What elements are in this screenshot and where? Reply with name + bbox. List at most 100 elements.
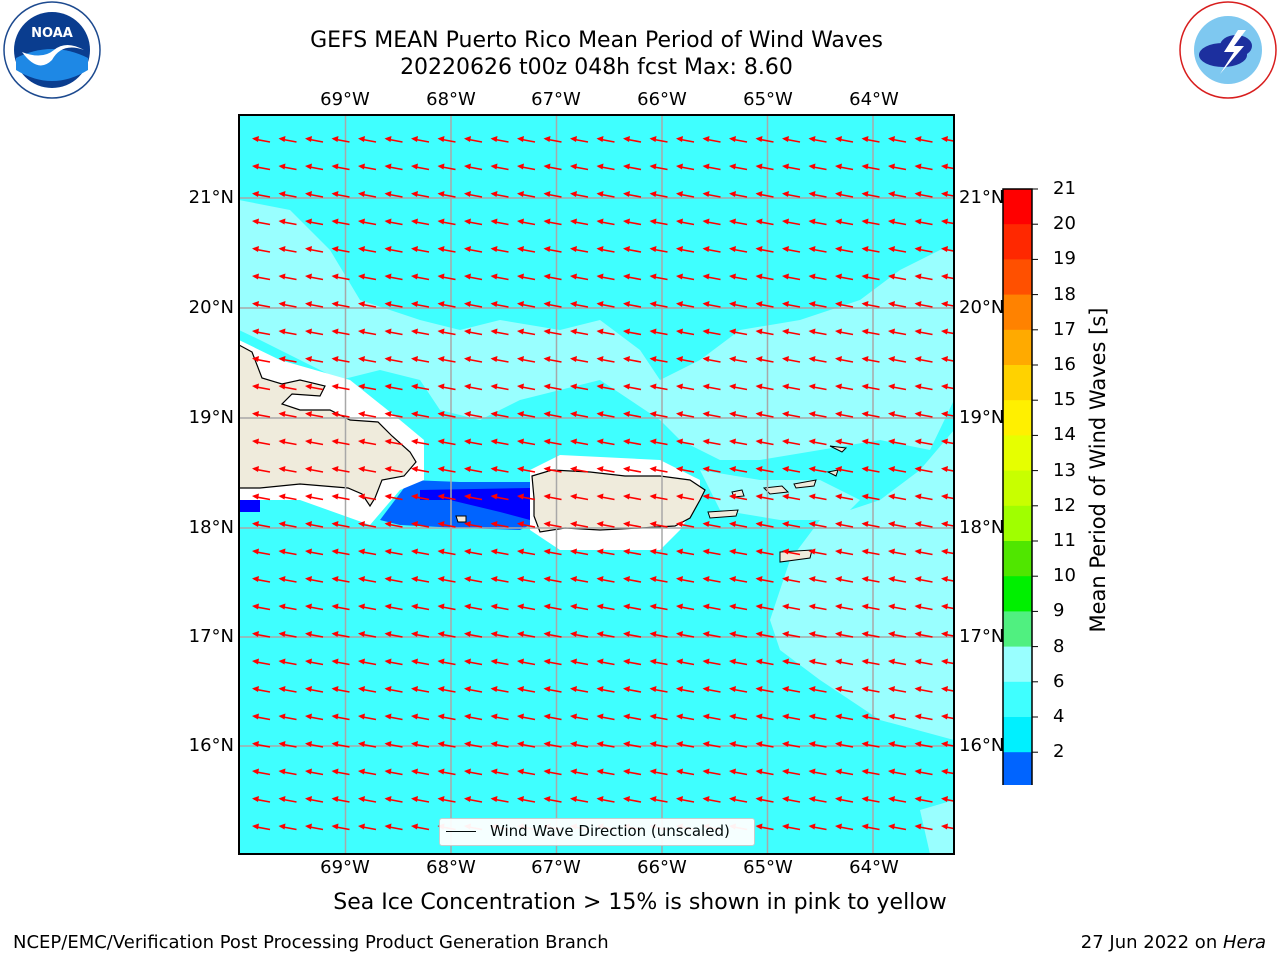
- colorbar-segment: [1003, 505, 1032, 542]
- wave-direction-arrowhead: [702, 631, 710, 637]
- lat-label-left: 20°N: [188, 297, 234, 318]
- wave-direction-arrowhead: [623, 411, 630, 417]
- wave-direction-arrowhead: [252, 438, 259, 445]
- wave-direction-arrowhead: [702, 136, 710, 142]
- wave-direction-arrowhead: [596, 191, 604, 197]
- lat-label-right: 20°N: [959, 297, 1005, 318]
- wave-direction-arrowhead: [490, 218, 498, 225]
- noaa-logo: NOAA: [3, 1, 101, 99]
- wave-direction-arrowhead: [755, 163, 763, 170]
- lon-label-bottom: 65°W: [743, 857, 793, 878]
- wave-direction-arrowhead: [888, 713, 895, 720]
- wave-direction-arrowhead: [835, 796, 842, 802]
- wave-direction-arrowhead: [941, 521, 948, 527]
- wave-direction-arrowhead: [649, 466, 657, 472]
- wave-direction-arrowhead: [305, 686, 312, 692]
- wave-direction-arrowhead: [384, 741, 392, 747]
- wave-direction-arrowhead: [835, 383, 842, 390]
- wave-direction-arrowhead: [835, 411, 842, 417]
- wave-direction-arrowhead: [596, 603, 604, 610]
- wave-direction-arrowhead: [914, 438, 922, 445]
- wave-direction-arrowhead: [914, 273, 922, 280]
- wave-direction-arrowhead: [676, 686, 683, 692]
- wave-direction-arrowhead: [411, 328, 418, 335]
- wave-direction-arrowhead: [729, 713, 736, 720]
- wave-direction-arrowhead: [278, 136, 286, 142]
- wave-direction-arrowhead: [649, 548, 657, 555]
- wave-direction-arrowhead: [305, 411, 312, 417]
- wave-direction-arrowhead: [384, 713, 392, 720]
- wave-direction-arrowhead: [252, 383, 259, 390]
- wave-direction-arrowhead: [676, 273, 683, 280]
- wave-direction-arrowhead: [570, 521, 577, 527]
- wave-direction-arrowhead: [755, 521, 763, 527]
- wave-direction-arrowhead: [305, 741, 312, 747]
- wave-direction-arrowhead: [914, 548, 922, 555]
- wave-direction-arrowhead: [517, 603, 524, 610]
- wave-direction-arrowhead: [358, 686, 365, 692]
- wave-direction-arrowhead: [835, 246, 842, 252]
- wave-direction-arrowhead: [331, 218, 339, 225]
- wave-direction-arrowhead: [914, 576, 922, 582]
- wave-direction-arrowhead: [835, 741, 842, 747]
- wave-direction-arrowhead: [623, 548, 630, 555]
- wave-direction-arrowhead: [331, 301, 339, 307]
- wave-direction-arrowhead: [623, 246, 630, 252]
- colorbar-segment: [1003, 189, 1032, 225]
- wave-direction-arrowhead: [808, 823, 816, 830]
- wave-direction-arrowhead: [411, 163, 418, 170]
- wave-direction-arrowhead: [384, 493, 392, 500]
- colorbar-tick-label: 16: [1053, 354, 1076, 375]
- wave-direction-arrowhead: [835, 218, 842, 225]
- wave-direction-arrowhead: [517, 301, 524, 307]
- wave-direction-arrowhead: [331, 191, 339, 197]
- wave-direction-arrowhead: [835, 273, 842, 280]
- wave-direction-arrowhead: [729, 576, 736, 582]
- wave-direction-arrowhead: [596, 576, 604, 582]
- wave-direction-arrowhead: [649, 603, 657, 610]
- wave-direction-arrowhead: [808, 163, 816, 170]
- wave-direction-arrowhead: [835, 823, 842, 830]
- wave-direction-arrowhead: [835, 713, 842, 720]
- wave-direction-arrowhead: [570, 383, 577, 390]
- wave-direction-arrowhead: [490, 576, 498, 582]
- wave-direction-arrowhead: [384, 768, 392, 775]
- chart-title-line1: GEFS MEAN Puerto Rico Mean Period of Win…: [310, 28, 883, 53]
- wave-direction-arrowhead: [490, 163, 498, 170]
- wave-direction-arrowhead: [278, 163, 286, 170]
- wave-direction-arrowhead: [252, 191, 259, 197]
- wave-direction-arrowhead: [464, 493, 471, 500]
- wave-direction-arrowhead: [517, 713, 524, 720]
- wave-direction-arrowhead: [914, 713, 922, 720]
- wave-direction-arrowhead: [278, 301, 286, 307]
- wave-direction-arrowhead: [517, 191, 524, 197]
- wave-direction-arrowhead: [490, 191, 498, 197]
- wave-direction-arrowhead: [755, 741, 763, 747]
- wave-direction-arrowhead: [411, 741, 418, 747]
- wave-direction-arrowhead: [252, 823, 259, 830]
- wave-direction-arrowhead: [676, 191, 683, 197]
- wave-direction-arrowhead: [437, 521, 445, 527]
- footer-date: 27 Jun 2022 on Hera: [1081, 932, 1266, 954]
- wave-direction-arrowhead: [543, 493, 551, 500]
- wave-direction-arrowhead: [570, 438, 577, 445]
- wave-direction-arrowhead: [914, 136, 922, 142]
- wave-direction-arrowhead: [252, 603, 259, 610]
- wave-direction-arrowhead: [570, 136, 577, 142]
- wave-direction-arrowhead: [835, 686, 842, 692]
- wave-direction-arrowhead: [543, 328, 551, 335]
- wave-direction-arrowhead: [729, 163, 736, 170]
- wave-direction-arrowhead: [861, 328, 869, 335]
- wave-direction-arrowhead: [252, 493, 259, 500]
- wave-direction-arrowhead: [782, 301, 789, 307]
- wave-direction-arrowhead: [702, 466, 710, 472]
- wave-direction-arrowhead: [596, 246, 604, 252]
- wave-direction-arrowhead: [835, 191, 842, 197]
- wave-direction-arrowhead: [570, 741, 577, 747]
- wave-direction-arrowhead: [278, 658, 286, 665]
- wave-direction-arrowhead: [384, 466, 392, 472]
- wave-direction-arrowhead: [808, 246, 816, 252]
- wave-direction-arrowhead: [782, 136, 789, 142]
- lowest-period-region-mona: [420, 488, 530, 520]
- wave-direction-arrowhead: [596, 466, 604, 472]
